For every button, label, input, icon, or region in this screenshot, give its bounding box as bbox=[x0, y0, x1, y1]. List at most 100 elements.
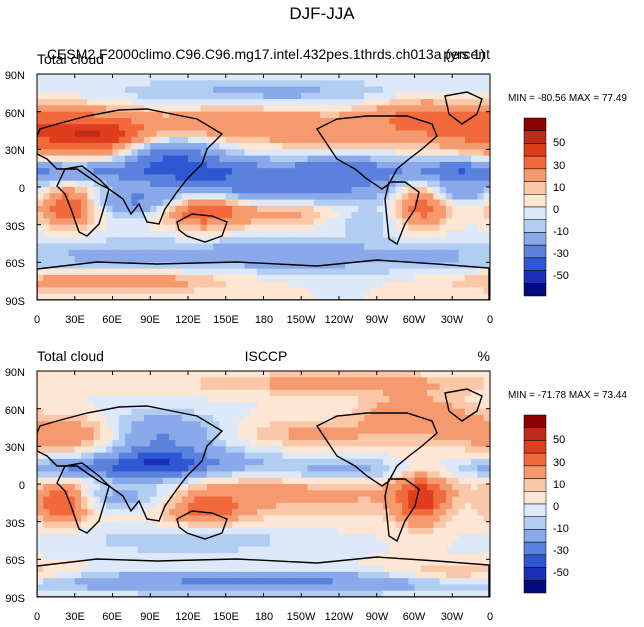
field-cell bbox=[87, 389, 95, 397]
field-cell bbox=[181, 471, 189, 479]
field-cell bbox=[175, 262, 183, 270]
field-cell bbox=[320, 383, 328, 391]
field-cell bbox=[452, 383, 460, 391]
field-cell bbox=[332, 465, 340, 473]
field-cell bbox=[238, 371, 246, 378]
field-cell bbox=[125, 287, 132, 295]
field-cell bbox=[125, 527, 132, 535]
field-cell bbox=[55, 484, 63, 491]
field-cell bbox=[194, 490, 202, 498]
field-cell bbox=[93, 521, 101, 529]
field-cell bbox=[49, 471, 57, 479]
field-cell bbox=[477, 281, 485, 289]
field-cell bbox=[445, 427, 453, 435]
field-cell bbox=[118, 74, 126, 81]
field-cell bbox=[238, 212, 246, 219]
field-cell bbox=[55, 205, 63, 213]
field-cell bbox=[301, 396, 309, 403]
field-cell bbox=[49, 402, 57, 410]
field-cell bbox=[452, 243, 460, 251]
field-cell bbox=[477, 180, 485, 188]
field-cell bbox=[458, 237, 466, 245]
field-cell bbox=[282, 274, 290, 282]
field-cell bbox=[143, 149, 151, 157]
field-cell bbox=[93, 452, 101, 460]
field-cell bbox=[477, 546, 485, 554]
field-cell bbox=[238, 377, 246, 385]
field-cell bbox=[169, 212, 177, 219]
field-cell bbox=[206, 484, 214, 491]
field-cell bbox=[320, 149, 328, 157]
field-cell bbox=[125, 161, 132, 169]
field-cell bbox=[93, 111, 101, 119]
field-cell bbox=[276, 471, 283, 479]
field-cell bbox=[464, 224, 472, 232]
field-cell bbox=[345, 230, 353, 238]
field-cell bbox=[68, 471, 76, 479]
field-cell bbox=[74, 174, 82, 182]
field-cell bbox=[464, 130, 472, 138]
field-cell bbox=[389, 117, 397, 125]
field-cell bbox=[131, 237, 139, 245]
field-cell bbox=[49, 243, 57, 251]
field-cell bbox=[62, 534, 70, 542]
field-cell bbox=[213, 553, 221, 560]
field-cell bbox=[137, 383, 145, 391]
field-cell bbox=[143, 212, 151, 219]
field-cell bbox=[188, 496, 195, 504]
field-cell bbox=[213, 199, 221, 207]
field-cell bbox=[175, 527, 183, 535]
field-cell bbox=[345, 187, 353, 194]
lat-tick-label: 30S bbox=[5, 221, 25, 233]
field-cell bbox=[357, 509, 365, 516]
field-cell bbox=[414, 174, 422, 182]
field-cell bbox=[445, 414, 453, 422]
field-cell bbox=[99, 421, 107, 429]
field-cell bbox=[471, 268, 479, 276]
field-cell bbox=[294, 553, 302, 560]
field-cell bbox=[93, 136, 101, 144]
field-cell bbox=[269, 446, 277, 454]
field-cell bbox=[43, 540, 51, 548]
field-cell bbox=[471, 243, 479, 251]
field-cell bbox=[81, 74, 88, 81]
field-cell bbox=[194, 546, 202, 554]
field-cell bbox=[269, 92, 277, 100]
field-cell bbox=[458, 161, 466, 169]
field-cell bbox=[225, 262, 233, 270]
field-cell bbox=[383, 124, 390, 132]
field-cell bbox=[320, 193, 328, 201]
field-cell bbox=[125, 199, 132, 207]
field-cell bbox=[68, 199, 76, 207]
field-cell bbox=[408, 161, 416, 169]
field-cell bbox=[351, 249, 359, 257]
field-cell bbox=[175, 452, 183, 460]
field-cell bbox=[43, 465, 51, 473]
field-cell bbox=[81, 111, 88, 119]
field-cell bbox=[150, 92, 158, 100]
field-cell bbox=[194, 124, 202, 132]
field-cell bbox=[206, 490, 214, 498]
field-cell bbox=[250, 136, 258, 144]
field-cell bbox=[483, 262, 490, 270]
field-cell bbox=[219, 565, 227, 573]
field-cell bbox=[181, 287, 189, 295]
field-cell bbox=[389, 287, 397, 295]
field-cell bbox=[162, 471, 170, 479]
field-cell bbox=[106, 237, 114, 245]
field-cell bbox=[143, 465, 151, 473]
field-cell bbox=[401, 111, 409, 119]
field-cell bbox=[87, 249, 95, 257]
field-cell bbox=[351, 174, 359, 182]
field-cell bbox=[125, 433, 132, 441]
field-cell bbox=[181, 136, 189, 144]
field-cell bbox=[213, 440, 221, 447]
field-cell bbox=[188, 484, 195, 491]
field-cell bbox=[238, 515, 246, 523]
field-cell bbox=[408, 130, 416, 138]
field-cell bbox=[307, 371, 315, 378]
field-cell bbox=[175, 193, 183, 201]
field-cell bbox=[200, 193, 208, 201]
field-cell bbox=[62, 540, 70, 548]
field-cell bbox=[81, 256, 88, 263]
